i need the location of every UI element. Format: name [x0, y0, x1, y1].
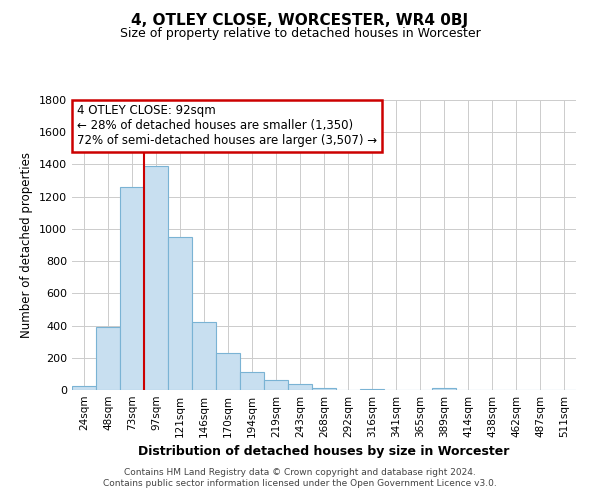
Bar [216, 353, 240, 390]
Bar [120, 187, 144, 390]
Bar [168, 237, 192, 390]
Bar [96, 327, 120, 390]
Text: 4, OTLEY CLOSE, WORCESTER, WR4 0BJ: 4, OTLEY CLOSE, WORCESTER, WR4 0BJ [131, 12, 469, 28]
Text: Size of property relative to detached houses in Worcester: Size of property relative to detached ho… [119, 28, 481, 40]
Bar [240, 372, 264, 390]
Bar [72, 386, 96, 390]
X-axis label: Distribution of detached houses by size in Worcester: Distribution of detached houses by size … [139, 446, 509, 458]
Bar [360, 389, 384, 390]
Text: 4 OTLEY CLOSE: 92sqm
← 28% of detached houses are smaller (1,350)
72% of semi-de: 4 OTLEY CLOSE: 92sqm ← 28% of detached h… [77, 104, 377, 148]
Bar [264, 380, 288, 390]
Bar [312, 388, 336, 390]
Text: Contains HM Land Registry data © Crown copyright and database right 2024.
Contai: Contains HM Land Registry data © Crown c… [103, 468, 497, 487]
Bar [432, 388, 456, 390]
Bar [192, 322, 216, 390]
Bar [288, 384, 312, 390]
Bar [144, 166, 168, 390]
Y-axis label: Number of detached properties: Number of detached properties [20, 152, 34, 338]
